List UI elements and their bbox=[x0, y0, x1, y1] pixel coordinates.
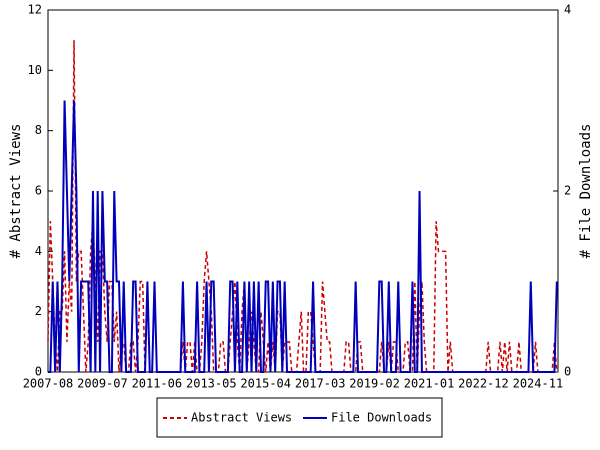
series-line bbox=[48, 100, 558, 373]
legend-box bbox=[156, 397, 443, 438]
y-tick-label: 4 bbox=[35, 244, 42, 258]
x-tick-label: 2009-07 bbox=[77, 377, 128, 391]
y-tick-label: 2 bbox=[35, 304, 42, 318]
x-tick-label: 2015-04 bbox=[240, 377, 291, 391]
y-tick-label: 6 bbox=[35, 184, 42, 198]
y-axis-title: # Abstract Views bbox=[8, 124, 24, 259]
x-tick-label: 2007-08 bbox=[23, 377, 74, 391]
y-tick-label: 10 bbox=[28, 63, 42, 77]
x-tick-label: 2019-02 bbox=[349, 377, 400, 391]
x-tick-label: 2021-01 bbox=[404, 377, 455, 391]
x-tick-label: 2013-05 bbox=[186, 377, 237, 391]
y-tick-label: 0 bbox=[35, 365, 42, 379]
y-tick-label: 12 bbox=[28, 3, 42, 17]
y-tick-label: 8 bbox=[35, 123, 42, 137]
y2-tick-label: 0 bbox=[564, 365, 571, 379]
x-tick-label: 2022-12 bbox=[458, 377, 509, 391]
legend-label: File Downloads bbox=[331, 411, 432, 425]
x-tick-label: 2011-06 bbox=[132, 377, 183, 391]
y2-axis-title: # File Downloads bbox=[578, 124, 594, 259]
x-tick-label: 2024-11 bbox=[513, 377, 564, 391]
y2-tick-label: 4 bbox=[564, 3, 571, 17]
y2-tick-label: 2 bbox=[564, 184, 571, 198]
x-tick-label: 2017-03 bbox=[295, 377, 346, 391]
legend-label: Abstract Views bbox=[191, 411, 292, 425]
